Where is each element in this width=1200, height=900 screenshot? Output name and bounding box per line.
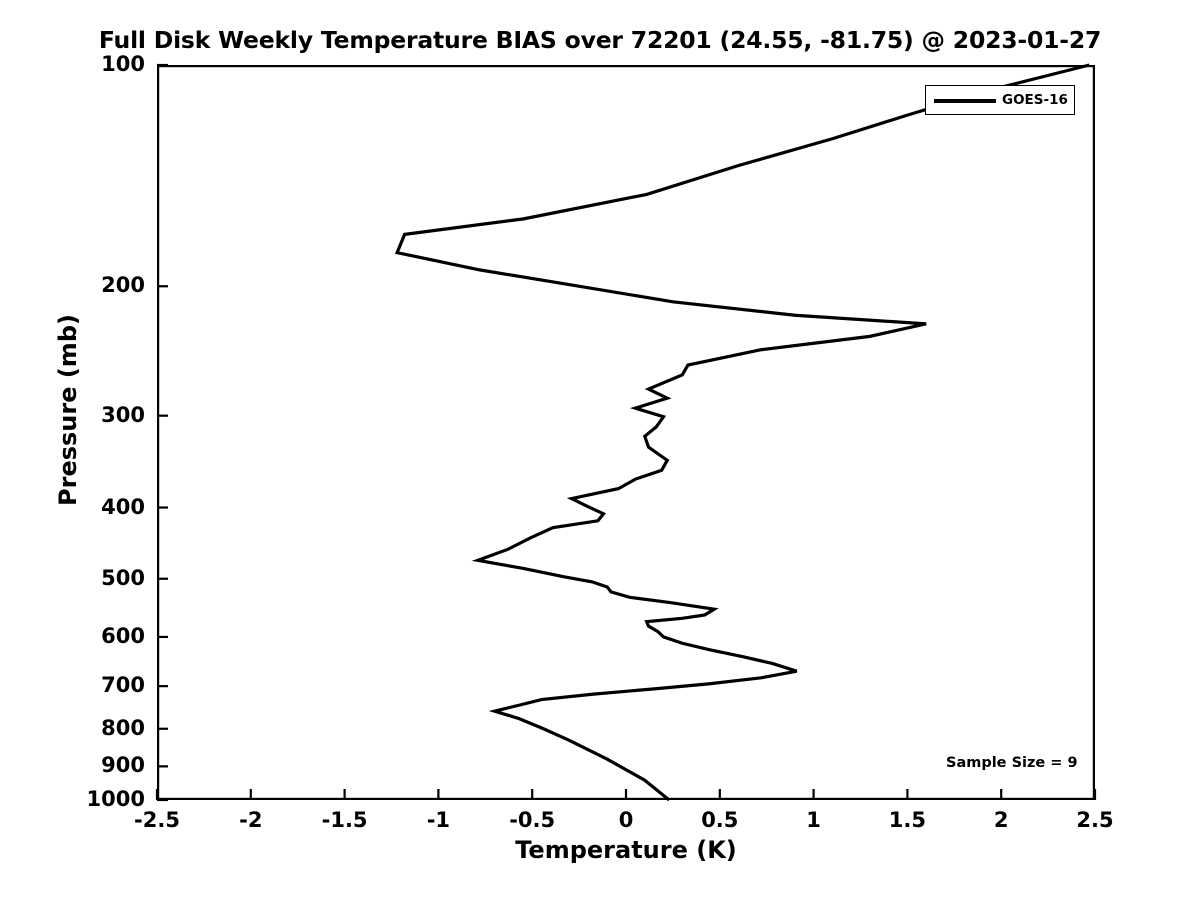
x-tick-label: -0.5 [509,808,556,832]
x-tick-label: 1 [806,808,821,832]
y-tick-label: 700 [101,673,145,698]
x-axis-ticks [155,789,1097,800]
y-axis-label: Pressure (mb) [54,314,82,506]
y-tick-label: 200 [101,273,145,298]
y-tick-label: 400 [101,494,145,519]
y-tick-label: 1000 [86,787,145,811]
plot-canvas [155,63,1097,802]
legend-line-swatch [934,99,996,103]
x-tick-label: 2.5 [1076,808,1114,832]
y-tick-label: 300 [101,402,145,427]
x-tick-label: -2 [239,808,263,832]
legend-label-goes-16: GOES-16 [1002,92,1068,108]
x-tick-label: -2.5 [134,808,180,832]
y-tick-label: 100 [101,52,145,76]
data-series-group [394,63,1090,802]
x-tick-label: 0.5 [701,808,739,832]
y-tick-label: 800 [101,715,145,740]
page-title: Full Disk Weekly Temperature BIAS over 7… [98,26,1102,54]
x-tick-label: -1.5 [321,808,368,832]
x-tick-label: 2 [993,808,1009,832]
x-tick-label: -1 [426,808,451,832]
plot-frame [157,65,1095,800]
sample-size-annotation: Sample Size = 9 [946,755,1078,771]
y-tick-label: 600 [101,623,145,648]
x-tick-label: 1.5 [888,808,926,832]
series-line-goes-16 [394,63,1090,802]
x-axis-label: Temperature (K) [515,836,737,864]
y-axis-ticks [157,63,168,802]
y-tick-label: 500 [101,565,145,590]
y-tick-label: 900 [101,753,145,778]
x-tick-label: 0 [618,808,634,832]
legend: GOES-16 [925,85,1075,115]
